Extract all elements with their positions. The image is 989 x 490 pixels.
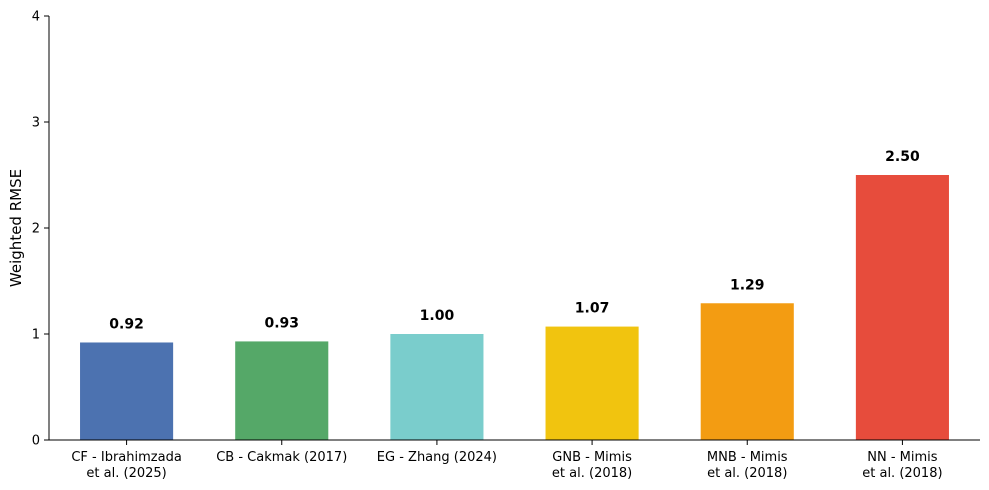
- x-tick-label-5: NN - Mimis et al. (2018): [862, 450, 942, 481]
- x-tick-label-1: CB - Cakmak (2017): [216, 450, 347, 465]
- bar-0: [80, 342, 174, 440]
- y-axis-title: Weighted RMSE: [7, 169, 25, 287]
- y-tick-label-2: 2: [32, 222, 40, 237]
- bar-2: [390, 334, 484, 440]
- bar-1: [235, 341, 329, 440]
- y-tick-label-4: 4: [32, 10, 40, 25]
- y-tick-label-0: 0: [32, 434, 40, 449]
- y-axis-ticks: 0 1 2 3 4: [32, 10, 49, 449]
- value-label-0: 0.92: [109, 316, 144, 332]
- bar-5: [855, 175, 949, 440]
- x-tick-label-2: EG - Zhang (2024): [377, 450, 497, 465]
- x-axis-ticks: CF - Ibrahimzada et al. (2025) CB - Cakmak…: [71, 440, 943, 481]
- x-tick-label-4: MNB - Mimis et al. (2018): [707, 450, 788, 481]
- y-tick-label-3: 3: [32, 116, 40, 131]
- y-tick-label-1: 1: [32, 328, 40, 343]
- value-label-3: 1.07: [575, 301, 610, 317]
- bars: [80, 175, 949, 440]
- value-label-4: 1.29: [730, 277, 765, 293]
- value-label-2: 1.00: [420, 308, 455, 324]
- x-tick-label-0: CF - Ibrahimzada et al. (2025): [71, 450, 181, 481]
- bar-3: [545, 326, 639, 440]
- value-label-5: 2.50: [885, 149, 920, 165]
- value-label-1: 0.93: [264, 315, 299, 331]
- x-tick-label-3: GNB - Mimis et al. (2018): [552, 450, 632, 481]
- bar-4: [700, 303, 794, 440]
- value-labels: 0.92 0.93 1.00 1.07 1.29 2.50: [109, 149, 920, 332]
